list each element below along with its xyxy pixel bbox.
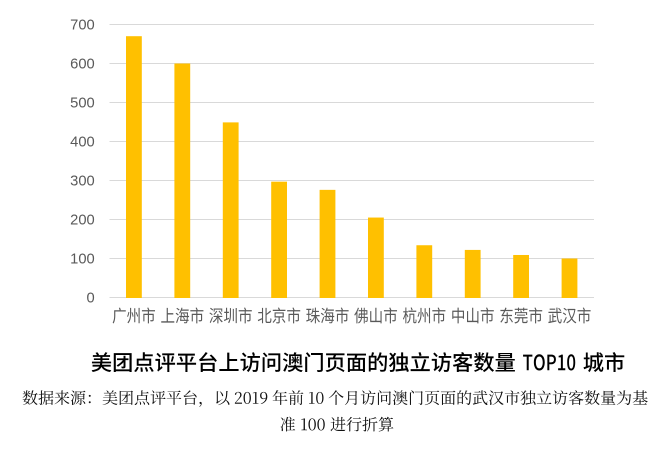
svg-text:700: 700 (70, 18, 95, 34)
svg-text:300: 300 (70, 174, 95, 190)
svg-text:100: 100 (70, 252, 95, 268)
svg-text:600: 600 (70, 57, 95, 73)
svg-text:500: 500 (70, 96, 95, 112)
svg-text:0: 0 (87, 291, 95, 307)
svg-text:400: 400 (70, 135, 95, 151)
svg-text:200: 200 (70, 213, 95, 229)
